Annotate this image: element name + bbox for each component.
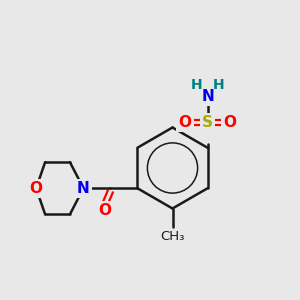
- Text: O: O: [224, 115, 237, 130]
- Text: O: O: [98, 203, 111, 218]
- Text: N: N: [77, 181, 90, 196]
- Text: H: H: [190, 78, 202, 92]
- Text: N: N: [201, 89, 214, 104]
- Text: CH₃: CH₃: [160, 230, 185, 242]
- Text: O: O: [30, 181, 43, 196]
- Text: H: H: [213, 78, 225, 92]
- Text: O: O: [178, 115, 192, 130]
- Text: S: S: [202, 115, 213, 130]
